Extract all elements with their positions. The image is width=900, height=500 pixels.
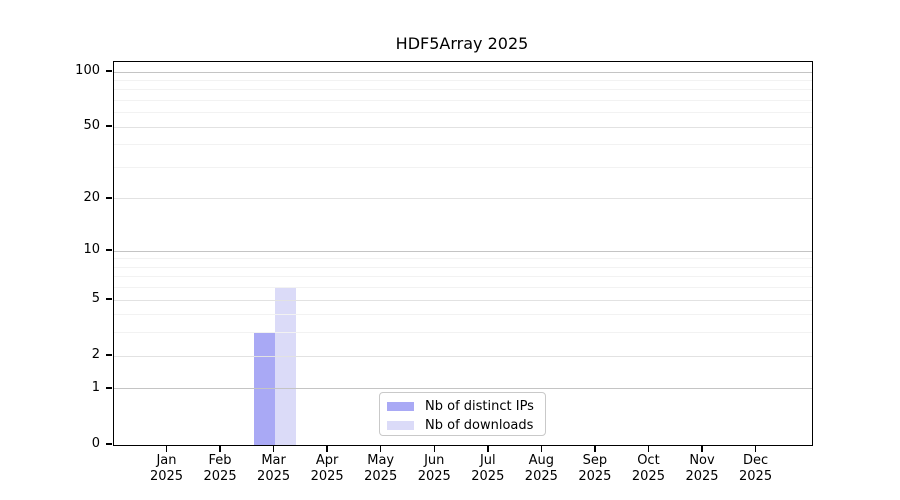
x-axis-tick-mark bbox=[272, 445, 275, 452]
x-axis-year-label: 2025 bbox=[631, 469, 665, 484]
y-minor-gridline bbox=[114, 99, 812, 101]
y-axis-tick-label: 10 bbox=[83, 242, 100, 258]
y-axis-tick-mark bbox=[106, 298, 112, 300]
legend-label: Nb of distinct IPs bbox=[425, 398, 534, 414]
legend-swatch-nb-of-downloads bbox=[387, 420, 414, 430]
y-axis-tick-mark bbox=[106, 387, 112, 389]
y-minor-gridline bbox=[114, 166, 812, 168]
x-axis-tick-label-jan: Jan 2025 bbox=[137, 453, 197, 485]
x-axis-tick-mark bbox=[219, 445, 221, 452]
y-major-gridline bbox=[114, 126, 812, 128]
x-axis-tick-mark bbox=[379, 445, 382, 452]
legend-item: Nb of distinct IPs bbox=[387, 397, 545, 415]
y-minor-gridline bbox=[114, 266, 812, 268]
y-axis-tick-label: 20 bbox=[83, 189, 100, 205]
x-axis-year-label: 2025 bbox=[310, 469, 344, 484]
legend: Nb of distinct IPs Nb of downloads bbox=[379, 392, 546, 436]
y-axis-tick-mark bbox=[106, 125, 112, 127]
y-axis-tick-label: 0 bbox=[91, 436, 100, 451]
y-axis-tick-label: 2 bbox=[91, 347, 100, 363]
x-axis-tick-label-jul: Jul 2025 bbox=[458, 453, 518, 485]
legend-label: Nb of downloads bbox=[425, 417, 534, 433]
x-axis-year-label: 2025 bbox=[578, 469, 612, 484]
x-axis-tick-label-apr: Apr 2025 bbox=[297, 453, 357, 485]
x-axis-tick-label-may: May 2025 bbox=[351, 453, 411, 485]
y-axis-tick-label: 5 bbox=[91, 291, 100, 307]
x-axis-tick-mark bbox=[165, 445, 168, 452]
y-axis-tick-mark bbox=[106, 197, 112, 199]
y-axis-tick-label: 100 bbox=[75, 63, 100, 78]
x-axis-tick-mark bbox=[540, 445, 543, 452]
x-axis-tick-label-oct: Oct 2025 bbox=[618, 453, 678, 485]
x-axis-year-label: 2025 bbox=[203, 469, 237, 484]
y-decade-gridline bbox=[114, 388, 812, 390]
x-axis-tick-mark bbox=[594, 445, 596, 452]
x-axis-year-label: 2025 bbox=[364, 469, 398, 484]
y-axis-tick-mark bbox=[106, 354, 112, 356]
y-minor-gridline bbox=[114, 287, 812, 289]
x-axis-tick-label-jun: Jun 2025 bbox=[404, 453, 464, 485]
y-minor-gridline bbox=[114, 144, 812, 146]
x-axis-month-label: Jan bbox=[156, 453, 177, 468]
x-axis-tick-mark bbox=[326, 445, 328, 452]
chart-title: HDF5Array 2025 bbox=[395, 34, 529, 53]
x-axis-month-label: Oct bbox=[637, 453, 660, 468]
y-axis-tick-mark bbox=[106, 70, 112, 72]
y-minor-gridline bbox=[114, 332, 812, 334]
x-axis-year-label: 2025 bbox=[685, 469, 719, 484]
x-axis-year-label: 2025 bbox=[471, 469, 505, 484]
x-axis-year-label: 2025 bbox=[149, 469, 184, 484]
x-axis-tick-label-feb: Feb 2025 bbox=[190, 453, 250, 485]
bar-nb-of-downloads bbox=[274, 287, 296, 445]
y-minor-gridline bbox=[114, 276, 812, 278]
y-minor-gridline bbox=[114, 79, 812, 81]
y-minor-gridline bbox=[114, 314, 812, 316]
x-axis-year-label: 2025 bbox=[524, 469, 558, 484]
x-axis-year-label: 2025 bbox=[739, 469, 773, 484]
y-minor-gridline bbox=[114, 89, 812, 91]
y-major-gridline bbox=[114, 299, 812, 301]
y-major-gridline bbox=[114, 355, 812, 357]
y-decade-gridline bbox=[114, 250, 812, 252]
x-axis-month-label: Mar bbox=[261, 453, 286, 468]
y-axis-tick-label: 50 bbox=[83, 118, 100, 134]
x-axis-month-label: Jun bbox=[424, 453, 445, 468]
legend-item: Nb of downloads bbox=[387, 416, 545, 434]
y-minor-gridline bbox=[114, 258, 812, 260]
x-axis-year-label: 2025 bbox=[417, 469, 451, 484]
x-axis-tick-label-sep: Sep 2025 bbox=[565, 453, 625, 485]
x-axis-month-label: Apr bbox=[315, 453, 339, 468]
x-axis-year-label: 2025 bbox=[257, 469, 291, 484]
x-axis-tick-mark bbox=[754, 445, 757, 452]
legend-swatch-nb-of-distinct-ips bbox=[387, 401, 414, 411]
x-axis-tick-mark bbox=[701, 445, 703, 452]
x-axis-tick-mark bbox=[487, 445, 489, 452]
x-axis-month-label: Sep bbox=[582, 453, 608, 468]
y-decade-gridline bbox=[114, 71, 812, 73]
y-minor-gridline bbox=[114, 112, 812, 114]
x-axis-tick-label-aug: Aug 2025 bbox=[511, 453, 571, 485]
y-axis-tick-mark bbox=[106, 443, 112, 445]
y-axis-tick-mark bbox=[106, 249, 112, 251]
x-axis-month-label: May bbox=[367, 453, 395, 468]
y-major-gridline bbox=[114, 198, 812, 200]
x-axis-month-label: Feb bbox=[208, 453, 232, 468]
x-axis-tick-mark bbox=[647, 445, 650, 452]
plot-area bbox=[113, 61, 813, 446]
x-axis-tick-label-mar: Mar 2025 bbox=[244, 453, 304, 485]
x-axis-month-label: Nov bbox=[689, 453, 715, 468]
x-axis-tick-mark bbox=[433, 445, 435, 452]
x-axis-tick-label-nov: Nov 2025 bbox=[672, 453, 732, 485]
x-axis-month-label: Jul bbox=[479, 453, 496, 468]
x-axis-month-label: Aug bbox=[528, 453, 555, 468]
y-axis-tick-label: 1 bbox=[91, 379, 100, 395]
x-axis-month-label: Dec bbox=[742, 453, 769, 468]
x-axis-tick-label-dec: Dec 2025 bbox=[726, 453, 786, 485]
